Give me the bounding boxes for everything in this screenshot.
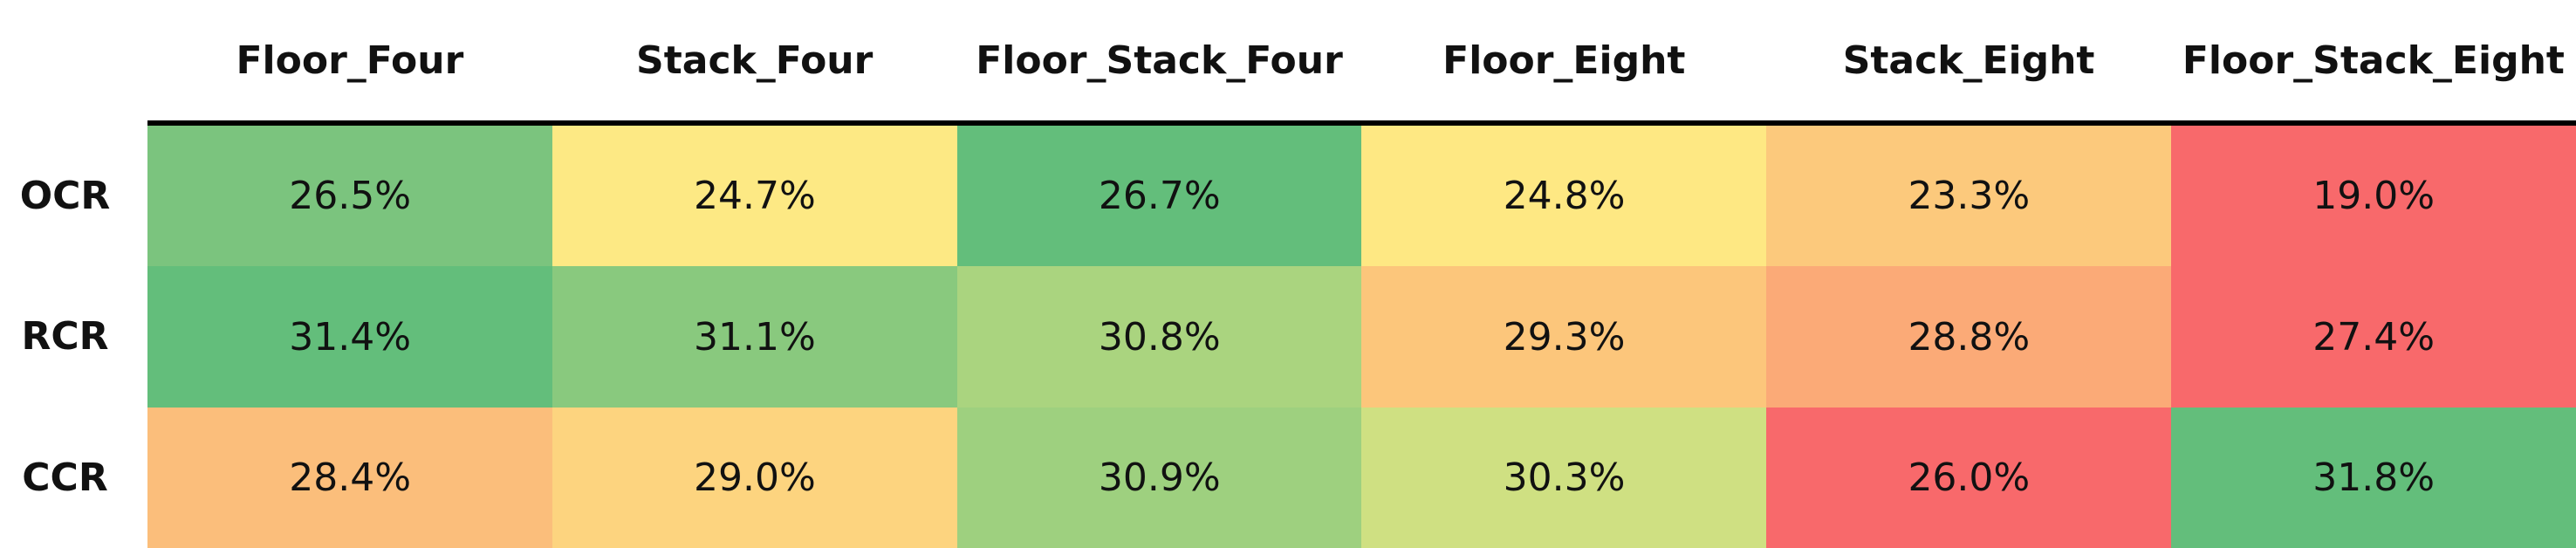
heat-cell: 26.5% xyxy=(147,126,553,267)
heat-cell: 24.8% xyxy=(1361,126,1767,267)
heat-cell: 30.8% xyxy=(956,266,1362,408)
heat-cell: 31.1% xyxy=(552,266,958,408)
column-header: Floor_Eight xyxy=(1442,38,1686,83)
heat-cell: 24.7% xyxy=(552,126,958,267)
heat-cell: 30.9% xyxy=(956,407,1362,548)
header-rule xyxy=(147,120,2576,126)
heat-cell: 31.4% xyxy=(147,266,553,408)
heat-cell: 28.8% xyxy=(1766,266,2172,408)
row-label: OCR xyxy=(19,174,111,219)
column-header: Stack_Four xyxy=(636,38,874,83)
heat-cell: 26.0% xyxy=(1766,407,2172,548)
heat-cell: 19.0% xyxy=(2171,126,2576,267)
column-header: Stack_Eight xyxy=(1842,38,2095,83)
heat-cell: 26.7% xyxy=(956,126,1362,267)
heat-cell: 29.0% xyxy=(552,407,958,548)
heat-cell: 31.8% xyxy=(2171,407,2576,548)
heat-cell: 28.4% xyxy=(147,407,553,548)
row-label: RCR xyxy=(21,314,109,360)
column-header: Floor_Four xyxy=(236,38,464,83)
heat-cell: 29.3% xyxy=(1361,266,1767,408)
column-header: Floor_Stack_Eight xyxy=(2182,38,2565,83)
heat-cell: 23.3% xyxy=(1766,126,2172,267)
heat-cell: 30.3% xyxy=(1361,407,1767,548)
heat-cell: 27.4% xyxy=(2171,266,2576,408)
row-label: CCR xyxy=(22,455,108,500)
column-header: Floor_Stack_Four xyxy=(976,38,1343,83)
